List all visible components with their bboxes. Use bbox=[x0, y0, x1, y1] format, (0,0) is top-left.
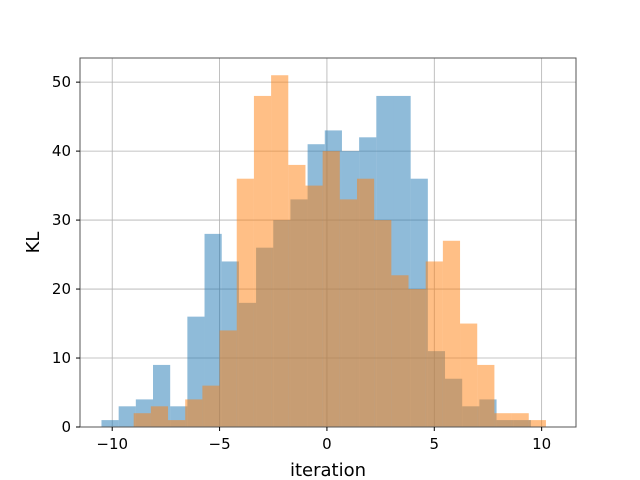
histogram-bar-series-2 bbox=[477, 364, 495, 427]
histogram-bar-series-2 bbox=[356, 178, 375, 427]
y-tick-label: 10 bbox=[52, 349, 71, 367]
histogram-bar-series-1 bbox=[204, 233, 222, 427]
histogram-bar-series-2 bbox=[253, 95, 272, 428]
histogram-bar-series-2 bbox=[185, 399, 203, 427]
x-tick-label: 5 bbox=[430, 435, 440, 453]
histogram-bar-series-2 bbox=[322, 151, 340, 427]
axis-ticks: −10 −5 0 5 10 0 10 20 30 40 50 bbox=[52, 73, 551, 453]
histogram-bar-series-2 bbox=[288, 164, 306, 427]
histogram-bar-series-2 bbox=[150, 406, 169, 427]
histogram-bar-series-2 bbox=[391, 275, 409, 427]
histogram-bars bbox=[101, 75, 546, 428]
histogram-bar-series-1 bbox=[101, 420, 119, 427]
histogram-bar-series-2 bbox=[133, 413, 151, 427]
histogram-bar-series-2 bbox=[425, 261, 443, 427]
histogram-bar-series-2 bbox=[442, 240, 461, 427]
histogram-bar-series-2 bbox=[339, 199, 357, 427]
y-tick-label: 30 bbox=[52, 211, 71, 229]
y-tick-label: 50 bbox=[52, 73, 71, 91]
y-tick-label: 0 bbox=[61, 418, 71, 436]
y-axis-label: KL bbox=[23, 232, 44, 254]
x-tick-label: 0 bbox=[322, 435, 332, 453]
histogram-bar-series-2 bbox=[271, 75, 289, 428]
histogram-bar-series-2 bbox=[408, 289, 426, 427]
x-axis-label: iteration bbox=[290, 460, 366, 480]
histogram-bar-series-2 bbox=[168, 420, 186, 427]
histogram-bar-series-2 bbox=[202, 385, 220, 427]
histogram-bar-series-1 bbox=[118, 406, 136, 427]
histogram-bar-series-2 bbox=[511, 413, 529, 427]
x-tick-label: −5 bbox=[209, 435, 231, 453]
y-tick-label: 40 bbox=[52, 142, 71, 160]
histogram-bar-series-2 bbox=[374, 220, 392, 427]
x-tick-label: 10 bbox=[532, 435, 551, 453]
histogram-bar-series-2 bbox=[305, 185, 323, 427]
histogram-bar-series-2 bbox=[219, 330, 237, 427]
y-tick-label: 20 bbox=[52, 280, 71, 298]
histogram-bar-series-2 bbox=[494, 413, 512, 427]
histogram-bar-series-2 bbox=[236, 178, 254, 427]
x-tick-label: −10 bbox=[96, 435, 128, 453]
histogram-bar-series-2 bbox=[460, 323, 478, 427]
histogram-bar-series-2 bbox=[528, 420, 546, 427]
plot-frame bbox=[79, 57, 577, 428]
